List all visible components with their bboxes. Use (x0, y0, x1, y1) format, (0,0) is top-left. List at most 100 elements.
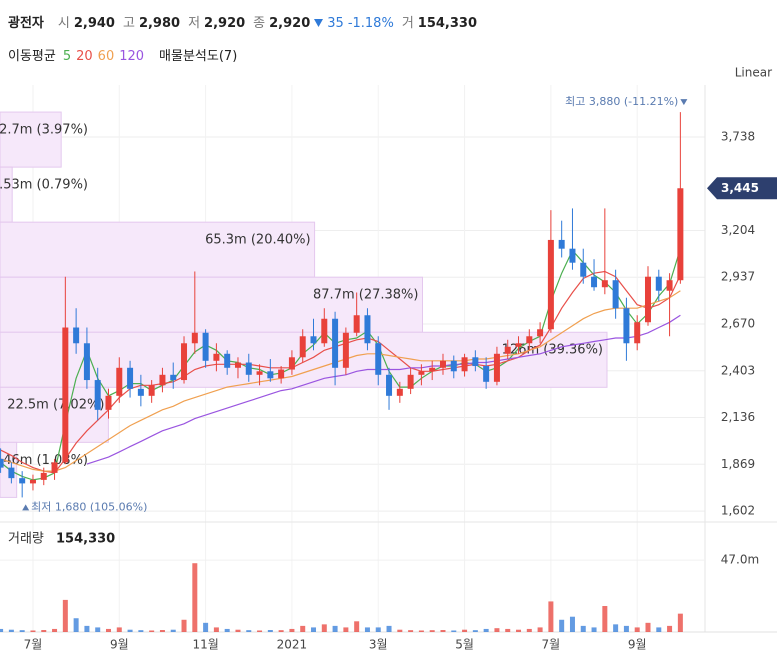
volume-bar (181, 619, 187, 632)
candle-body (94, 380, 101, 410)
volume-bar (505, 628, 511, 632)
candle-body (666, 280, 673, 291)
volume-bar (105, 628, 111, 632)
x-tick-label: 2021 (277, 638, 308, 652)
x-tick-label: 9월 (628, 638, 647, 652)
volume-bar (246, 630, 252, 632)
candle-body (224, 353, 231, 368)
scale-mode[interactable]: Linear (735, 66, 772, 80)
candle-body (116, 367, 123, 396)
volume-bar (548, 601, 554, 632)
volume-bar (321, 624, 327, 632)
candle-body (612, 280, 619, 309)
indicator-header: 이동평균 5 20 60 120 매물분석도(7) (8, 45, 237, 64)
volume-bar (84, 625, 90, 632)
quote-header: 광전자 시 2,940 고 2,980 저 2,920 종 2,920 35 -1.18% 거 154,… (8, 12, 477, 31)
volume-bar (278, 630, 284, 632)
candle-body (386, 374, 393, 396)
volume-bar (257, 630, 263, 632)
candle-body (644, 276, 651, 323)
profile-bar (0, 111, 62, 168)
volume-bar (95, 627, 101, 632)
profile-label: 2.53m (0.79%) (0, 178, 88, 193)
volume-bar (613, 624, 619, 632)
profile-label: 87.7m (27.38%) (313, 288, 418, 303)
candle-body (137, 388, 144, 396)
y-tick-label: 2,937 (721, 270, 755, 284)
volume-bar (213, 627, 219, 632)
candle-body (677, 188, 684, 281)
volume-bar (569, 616, 575, 632)
down-arrow (314, 16, 324, 31)
profile-bar (0, 386, 109, 443)
volume-bar (203, 622, 209, 632)
candle-body (591, 276, 598, 288)
volume-bar (418, 630, 424, 632)
volume-bar (116, 627, 122, 632)
candle-body (170, 374, 177, 381)
ma-line (0, 248, 681, 481)
candle-body (634, 322, 641, 344)
candle-body (342, 332, 349, 368)
volume-bar (127, 629, 133, 632)
candle-body (396, 388, 403, 396)
volume-bar (386, 625, 392, 632)
volume-bar (364, 627, 370, 632)
volume-bar (408, 630, 414, 632)
candle-body (159, 374, 166, 386)
volume-bar (52, 628, 58, 632)
volume-bar (677, 613, 683, 632)
volume-bar (494, 628, 500, 632)
y-tick-label: 1,602 (721, 504, 755, 518)
candle-body (364, 315, 371, 344)
candle-body (407, 374, 414, 389)
ma-line (0, 290, 681, 472)
candle-body (418, 371, 425, 375)
candle-body (62, 327, 69, 463)
profile-label: 22.5m (7.02%) (7, 398, 104, 413)
volume-bar (451, 630, 457, 632)
profile-label: 3.46m (1.08%) (0, 453, 88, 468)
candle-body (267, 371, 274, 379)
high-marker-arrow (680, 99, 688, 106)
quote-value: 2,920 (269, 16, 311, 31)
quote-value: 2,920 (204, 16, 246, 31)
volume-bar (235, 629, 241, 632)
candle-body (181, 343, 188, 381)
volume-bar (472, 630, 478, 632)
candle-body (278, 369, 285, 379)
candle-body (569, 248, 576, 263)
volume-bar (623, 625, 629, 632)
y-tick-label: 3,204 (721, 223, 755, 237)
quote-label: 저 (188, 16, 201, 31)
x-tick-label: 11월 (192, 638, 218, 652)
volume-bar (73, 618, 79, 632)
ma-line (86, 314, 681, 465)
candle-body (537, 329, 544, 337)
volume-bar (354, 621, 360, 632)
candle-body (202, 332, 209, 361)
volume-bar (429, 630, 435, 632)
candle-body (493, 353, 500, 382)
y-tick-label: 47.0m (721, 553, 759, 567)
profile-bar (0, 276, 423, 333)
volume-bar (483, 628, 489, 632)
low-marker-arrow (22, 504, 30, 511)
volume-bar (559, 619, 565, 632)
volume-bar (0, 628, 4, 632)
profile-bar (0, 166, 13, 223)
quote-label: 고 (122, 16, 135, 31)
volume-bar (440, 630, 446, 632)
volume-bar (343, 627, 349, 632)
volume-bar (602, 606, 608, 632)
quote-value: 2,940 (73, 16, 115, 31)
candle-body (504, 346, 511, 354)
volume-bar (224, 628, 230, 632)
candle-body (29, 479, 36, 484)
volume-bar (149, 630, 155, 632)
y-tick-label: 2,670 (721, 317, 755, 331)
candle-body (332, 318, 339, 368)
volume-label: 거 (401, 16, 414, 31)
candle-body (310, 336, 317, 344)
